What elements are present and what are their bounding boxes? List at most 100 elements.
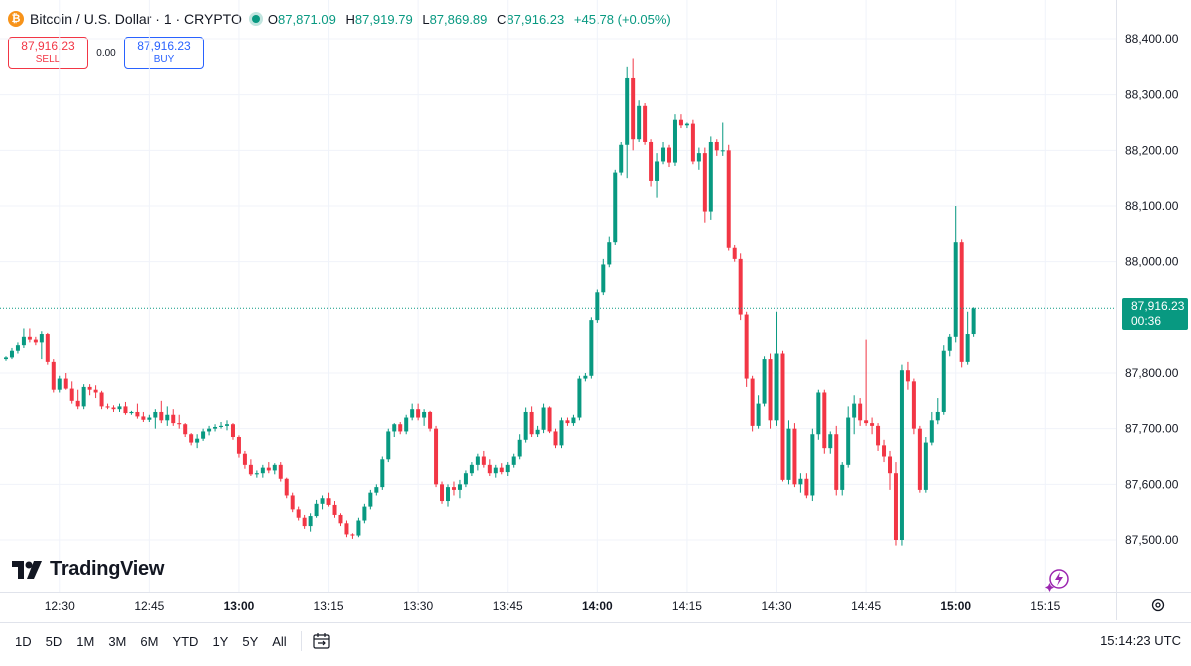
range-5y[interactable]: 5Y	[242, 633, 259, 649]
candle-body	[899, 370, 904, 540]
candle-body	[493, 467, 498, 474]
candle-body	[457, 484, 462, 490]
candle-body	[153, 411, 158, 418]
candle	[947, 334, 952, 357]
candle-body	[105, 406, 110, 408]
range-1d[interactable]: 1D	[15, 633, 32, 649]
candle	[141, 411, 146, 422]
ohlc-change: +45.78 (+0.05%)	[573, 11, 671, 27]
candle	[284, 477, 289, 499]
candle-body	[852, 403, 857, 418]
candle	[571, 414, 576, 426]
candle	[129, 410, 134, 415]
candle	[296, 506, 301, 521]
candle	[63, 373, 68, 390]
candle-body	[649, 141, 654, 181]
candle-body	[858, 403, 863, 421]
candle-body	[893, 473, 898, 540]
candle	[667, 144, 672, 168]
candle	[392, 423, 397, 438]
settings-gear-icon[interactable]	[1150, 597, 1166, 613]
tradingview-logo[interactable]: TradingView	[12, 558, 164, 581]
candle	[899, 364, 904, 546]
candle	[607, 236, 612, 268]
market-status-icon[interactable]	[251, 15, 260, 23]
candle	[923, 437, 928, 493]
candle	[649, 139, 654, 187]
candle-body	[953, 242, 958, 337]
candle-body	[344, 523, 349, 535]
price-chart[interactable]: 88,400.00 88,300.00 88,200.00 88,100.00 88,0…	[0, 0, 1191, 620]
bottom-toolbar: 1D 5D 1M 3M 6M YTD 1Y 5Y All 15:14:23 UT…	[0, 622, 1191, 659]
candle	[380, 456, 385, 490]
range-5d[interactable]: 5D	[45, 633, 63, 649]
range-1y[interactable]: 1Y	[212, 633, 229, 649]
candle	[398, 421, 403, 435]
range-6m[interactable]: 6M	[140, 633, 159, 649]
candle-body	[368, 492, 373, 507]
candle	[935, 398, 940, 425]
candle	[684, 122, 689, 129]
x-tick-label: 13:00	[224, 599, 255, 613]
candle-body	[529, 411, 534, 435]
candle-body	[225, 424, 230, 426]
symbol-title[interactable]: Bitcoin / U.S. Dollar · 1 · CRYPTO	[30, 11, 242, 27]
candle	[535, 425, 540, 438]
candle	[517, 434, 522, 460]
candle-body	[230, 424, 235, 438]
range-1m[interactable]: 1M	[76, 633, 95, 649]
candle-body	[242, 453, 247, 465]
candle	[864, 339, 869, 426]
buy-button[interactable]: 87,916.23 BUY	[124, 37, 204, 69]
candle-body	[129, 411, 134, 414]
candle-body	[935, 411, 940, 421]
range-selector: 1D 5D 1M 3M 6M YTD 1Y 5Y All	[15, 631, 332, 651]
buy-label: BUY	[153, 54, 175, 65]
sell-button[interactable]: 87,916.23 SELL	[8, 37, 88, 69]
ohlc-high: H87,919.79	[345, 11, 413, 27]
candle-body	[374, 487, 379, 493]
candle	[953, 206, 958, 343]
candle-body	[15, 345, 20, 351]
candle-body	[744, 314, 749, 379]
candle	[75, 389, 80, 410]
candle	[917, 425, 922, 493]
range-3m[interactable]: 3M	[108, 633, 127, 649]
candle-body	[4, 357, 8, 360]
candle-body	[517, 439, 522, 457]
candle-body	[9, 350, 14, 358]
x-tick-label: 13:15	[314, 599, 344, 613]
candle	[87, 384, 92, 396]
candle-body	[141, 416, 146, 420]
candle	[386, 428, 391, 463]
candle-body	[607, 242, 612, 265]
current-price-label: 87,916.23	[1131, 299, 1185, 313]
utc-clock[interactable]: 15:14:23 UTC	[1100, 633, 1181, 648]
candle-body	[565, 420, 570, 424]
lightning-icon[interactable]	[1044, 568, 1072, 592]
candle	[440, 481, 445, 504]
candle-body	[147, 417, 152, 420]
range-ytd[interactable]: YTD	[172, 633, 199, 649]
candle-body	[523, 411, 528, 440]
candle-body	[888, 456, 893, 474]
candle-body	[320, 498, 325, 504]
goto-date-calendar-icon[interactable]	[312, 632, 332, 650]
candle-body	[446, 487, 451, 502]
range-all[interactable]: All	[272, 633, 287, 649]
bar-countdown: 00:36	[1131, 314, 1162, 328]
ohlc-low: L87,869.89	[422, 11, 488, 27]
candle	[111, 405, 116, 412]
candle-body	[392, 424, 397, 432]
candle	[959, 239, 964, 368]
candle-body	[213, 426, 218, 429]
tradingview-logo-icon	[12, 560, 42, 579]
y-tick-label: 87,800.00	[1125, 366, 1179, 380]
candle-body	[822, 392, 827, 449]
candle	[511, 453, 516, 468]
candle	[487, 459, 492, 476]
candle	[183, 423, 188, 438]
candle-body	[428, 411, 433, 429]
candle-body	[559, 420, 564, 446]
candle-body	[189, 434, 194, 443]
